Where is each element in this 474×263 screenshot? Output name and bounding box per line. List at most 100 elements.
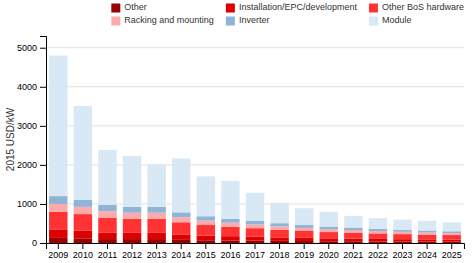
x-tick-label: 2023 <box>393 250 413 260</box>
bar-segment <box>172 234 190 239</box>
bar-segment <box>172 212 190 217</box>
bar-segment <box>270 241 288 243</box>
legend-swatch <box>111 4 120 13</box>
bar-segment <box>320 212 338 227</box>
bar-segment <box>418 239 436 241</box>
bar-segment <box>246 224 264 228</box>
bar-segment <box>393 234 411 239</box>
bar-segment <box>295 238 313 241</box>
y-axis: 010002000300040005000 <box>17 37 47 249</box>
x-tick: 2019 <box>294 243 314 260</box>
bar-segment <box>320 229 338 232</box>
bar-segment <box>270 203 288 223</box>
legend-item: Other <box>111 2 147 12</box>
bar-segment <box>147 207 165 213</box>
x-tick-label: 2018 <box>270 250 290 260</box>
x-tick-label: 2011 <box>98 250 117 260</box>
bar-segment <box>172 222 190 234</box>
bar-segment <box>74 238 92 243</box>
legend-label: Module <box>382 15 412 25</box>
bar-segment <box>147 233 165 239</box>
bar-segment <box>98 211 116 217</box>
bar-segment <box>49 196 67 204</box>
bar-segment <box>221 223 239 227</box>
x-tick-mark <box>156 243 157 249</box>
x-tick-label: 2021 <box>343 250 363 260</box>
y-tick-label: 0 <box>32 238 37 248</box>
bar-segment <box>49 238 67 243</box>
bar-segment <box>369 229 387 231</box>
bar-segment <box>295 241 313 243</box>
bar-segment <box>49 204 67 212</box>
y-tick-mark <box>40 243 46 244</box>
bar-segment <box>320 238 338 241</box>
x-tick-mark <box>82 243 83 249</box>
bar-segment <box>344 239 362 242</box>
bar-segment <box>147 219 165 233</box>
bar-segment <box>270 230 288 238</box>
bar-segment <box>369 233 387 238</box>
bar-segment <box>147 164 165 207</box>
legend-item: Module <box>369 15 412 25</box>
legend-swatch <box>226 4 235 13</box>
y-tick: 4000 <box>17 82 46 92</box>
legend-label: Other <box>124 2 147 12</box>
x-tick: 2012 <box>122 243 142 260</box>
bar-segment <box>270 223 288 226</box>
bar-segment <box>98 232 116 239</box>
x-tick-mark <box>402 243 403 249</box>
x-tick-mark <box>230 243 231 249</box>
bar-segment <box>246 193 264 221</box>
bar-segment <box>295 225 313 228</box>
bar-segment <box>393 242 411 243</box>
y-tick-mark <box>40 204 46 205</box>
y-tick-mark <box>40 165 46 166</box>
x-tick: 2010 <box>73 243 93 260</box>
x-tick-mark <box>427 243 428 249</box>
bar-segment <box>74 200 92 207</box>
bar-segment <box>172 217 190 222</box>
series <box>49 56 461 232</box>
legend-label: Inverter <box>239 15 270 25</box>
bar-segment <box>197 216 215 220</box>
bars <box>49 56 461 243</box>
bar-segment <box>295 231 313 238</box>
x-tick: 2020 <box>319 243 339 260</box>
bar-segment <box>74 214 92 230</box>
x-tick: 2017 <box>245 243 265 260</box>
bar-segment <box>418 235 436 240</box>
x-tick-mark <box>205 243 206 249</box>
bar-segment <box>344 216 362 228</box>
y-tick-mark <box>40 48 46 49</box>
grid-line <box>46 86 464 87</box>
x-tick-label: 2014 <box>171 250 191 260</box>
bar-segment <box>442 222 460 231</box>
x-tick-label: 2010 <box>73 250 93 260</box>
bar-segment <box>98 218 116 233</box>
bar-segment <box>246 228 264 237</box>
bar-segment <box>74 106 92 200</box>
y-tick: 0 <box>32 238 46 248</box>
bar-segment <box>221 240 239 243</box>
y-tick: 3000 <box>17 121 46 131</box>
x-tick: 2021 <box>343 243 363 260</box>
bar-segment <box>74 231 92 239</box>
bar-segment <box>442 233 460 235</box>
bar-segment <box>123 213 141 219</box>
bar-segment <box>369 241 387 243</box>
legend-item: Installation/EPC/development <box>226 2 358 12</box>
x-tick-label: 2009 <box>48 250 68 260</box>
x-tick: 2014 <box>171 243 191 260</box>
bar-segment <box>172 240 190 243</box>
x-tick: 2023 <box>393 243 413 260</box>
y-tick: 5000 <box>17 43 46 53</box>
y-tick-label: 3000 <box>17 121 37 131</box>
bar-segment <box>418 221 436 231</box>
bar-segment <box>123 219 141 233</box>
x-tick-mark <box>255 243 256 249</box>
x-tick-label: 2015 <box>196 250 216 260</box>
bar-segment <box>246 221 264 225</box>
bar-segment <box>147 239 165 243</box>
x-tick-label: 2013 <box>147 250 167 260</box>
bar-segment <box>320 232 338 238</box>
